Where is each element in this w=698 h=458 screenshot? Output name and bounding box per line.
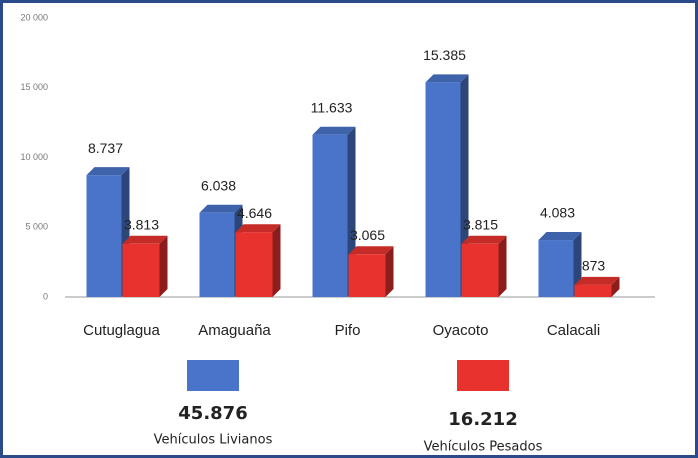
legend-label: Vehículos Pesados (424, 440, 543, 455)
data-label: 873 (582, 258, 606, 274)
x-tick-label: Calacali (547, 322, 600, 339)
bar-side (498, 235, 507, 297)
bar (86, 175, 122, 297)
bar-side (385, 246, 394, 297)
bar-top (348, 246, 394, 255)
y-tick-label: 15 000 (20, 82, 48, 92)
bar-side (611, 276, 620, 297)
legend-swatch (457, 360, 509, 391)
x-tick-label: Cutuglagua (83, 322, 160, 339)
x-tick-label: Oyacoto (433, 322, 489, 339)
data-label: 15.385 (423, 47, 466, 63)
bar-top (461, 235, 507, 244)
y-tick-label: 5 000 (25, 222, 48, 232)
data-label: 11.633 (311, 99, 353, 115)
bar-side (159, 235, 168, 297)
legend-total: 16.212 (448, 409, 517, 430)
x-tick-label: Pifo (335, 322, 361, 339)
legend-swatch (187, 360, 239, 391)
y-tick-label: 10 000 (20, 152, 48, 162)
data-label: 6.038 (201, 177, 236, 193)
bar (461, 243, 499, 297)
bar-top (425, 74, 469, 83)
bar (235, 232, 273, 297)
legend-label: Vehículos Livianos (154, 433, 273, 448)
bar (574, 284, 612, 297)
data-label: 8.737 (88, 140, 123, 156)
bar (425, 82, 461, 298)
data-label: 3.815 (463, 216, 498, 232)
data-label: 4.083 (540, 205, 575, 221)
bar (199, 212, 235, 297)
bar-top (574, 276, 620, 285)
bar-top (86, 167, 130, 176)
bar (312, 134, 348, 297)
data-label: 3.813 (124, 217, 159, 233)
bar-side (272, 224, 281, 297)
bar-top (538, 232, 582, 241)
bar-top (235, 224, 281, 233)
bar (122, 243, 160, 297)
bar (348, 254, 386, 297)
y-tick-label: 0 (43, 291, 48, 301)
y-tick-label: 20 000 (20, 12, 48, 22)
legend-total: 45.876 (178, 403, 247, 424)
x-tick-label: Amaguaña (198, 322, 271, 339)
data-label: 4.646 (237, 205, 272, 221)
data-label: 3.065 (350, 227, 385, 243)
bar (538, 240, 574, 297)
bar-top (122, 235, 168, 244)
bar-top (312, 126, 356, 135)
bar-top (199, 204, 243, 213)
